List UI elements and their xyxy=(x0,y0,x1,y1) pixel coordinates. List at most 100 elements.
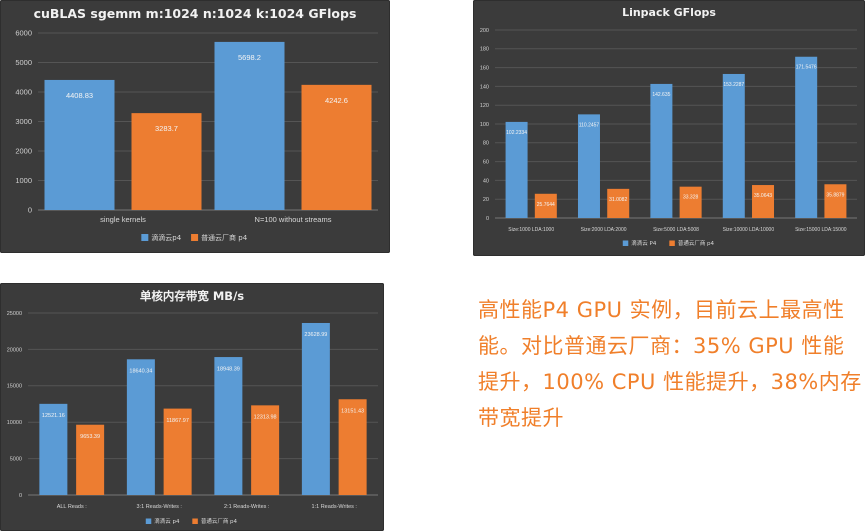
x-tick-label: Size:5000 LDA:5008 xyxy=(653,227,699,233)
data-label: 35.0643 xyxy=(754,193,772,199)
legend-label: 普通云厂商 p4 xyxy=(201,517,238,525)
chart-title: 单核内存带宽 MB/s xyxy=(140,289,244,303)
legend-swatch xyxy=(192,518,198,524)
data-label: 35.8879 xyxy=(826,192,844,198)
legend-label: 普通云厂商 p4 xyxy=(201,233,248,242)
y-tick-label: 0 xyxy=(28,206,32,215)
bar xyxy=(752,185,775,218)
y-tick-label: 25000 xyxy=(7,311,22,317)
data-label: 12521.16 xyxy=(42,413,65,419)
data-label: 23628.99 xyxy=(304,332,327,338)
linpack-chart: Linpack GFlops 0 20 40 60 80 100 120 140 160 180 20… xyxy=(480,6,857,247)
y-tick-label: 6000 xyxy=(15,29,32,38)
legend-swatch xyxy=(141,234,149,241)
data-label: 31.0082 xyxy=(609,197,627,203)
data-label: 25.7644 xyxy=(537,202,555,208)
y-tick-label: 5000 xyxy=(15,58,32,67)
memory-bandwidth-chart: 单核内存带宽 MB/s 0 5000 10000 15000 20000 25000 1252… xyxy=(7,289,378,525)
y-tick-label: 200 xyxy=(480,28,489,34)
y-tick-label: 100 xyxy=(480,122,489,128)
y-tick-label: 140 xyxy=(480,84,489,90)
data-label: 102.2334 xyxy=(506,130,527,136)
x-tick-label: Size:1000 LDA:1000 xyxy=(508,227,554,233)
chart-title: Linpack GFlops xyxy=(622,6,716,19)
data-label: 12313.98 xyxy=(254,415,277,421)
summary-text: 高性能P4 GPU 实例，目前云上最高性能。对比普通云厂商：35% GPU 性能… xyxy=(478,298,862,430)
y-tick-label: 2000 xyxy=(15,147,32,156)
bar xyxy=(214,41,285,210)
bar xyxy=(39,403,68,495)
bar xyxy=(679,186,702,218)
bar xyxy=(338,399,367,495)
y-tick-label: 4000 xyxy=(15,88,32,97)
bar xyxy=(505,121,528,218)
chart-title: cuBLAS sgemm m:1024 n:1024 k:1024 GFlops xyxy=(34,6,357,21)
data-label: 3283.7 xyxy=(155,124,178,133)
legend-label: 滴滴云 p4 xyxy=(154,517,180,525)
data-label: 13151.43 xyxy=(341,408,364,414)
cublas-chart: cuBLAS sgemm m:1024 n:1024 k:1024 GFlops… xyxy=(15,6,378,242)
data-label: 18948.39 xyxy=(217,366,240,372)
bar xyxy=(251,405,280,495)
y-tick-label: 40 xyxy=(483,178,489,184)
y-tick-label: 160 xyxy=(480,66,489,72)
legend-swatch xyxy=(622,240,629,246)
bar xyxy=(534,193,557,218)
data-label: 142.635 xyxy=(652,92,670,98)
y-tick-label: 1000 xyxy=(15,176,32,185)
data-label: 5698.2 xyxy=(238,53,261,62)
data-label: 18640.34 xyxy=(129,368,152,374)
y-tick-label: 20000 xyxy=(7,347,22,353)
data-label: 11867.97 xyxy=(166,418,189,424)
data-label: 4242.6 xyxy=(325,96,348,105)
bar xyxy=(577,114,600,218)
legend-swatch xyxy=(669,240,675,246)
y-tick-label: 3000 xyxy=(15,117,32,126)
data-label: 33.328 xyxy=(683,195,699,201)
x-tick-label: Size:10000 LDA:10000 xyxy=(723,227,775,233)
x-tick-label: single kernels xyxy=(100,215,146,224)
y-tick-label: 120 xyxy=(480,103,489,109)
bar xyxy=(126,359,155,495)
data-label: 9653.39 xyxy=(80,434,100,440)
x-tick-label: N=100 without streams xyxy=(255,215,332,224)
bar xyxy=(301,322,330,495)
x-tick-label: ALL Reads : xyxy=(57,504,88,510)
y-tick-label: 60 xyxy=(483,160,489,166)
bar xyxy=(650,83,673,219)
x-tick-label: 1:1 Reads-Writes : xyxy=(312,504,358,510)
y-tick-label: 20 xyxy=(483,197,489,203)
data-label: 110.2457 xyxy=(579,122,600,128)
bar xyxy=(795,56,818,218)
data-label: 153.2287 xyxy=(723,82,744,88)
chart-panel-linpack: Linpack GFlops 0 20 40 60 80 100 120 140 160 180 20… xyxy=(473,0,865,256)
legend-label: 普通云厂商 p4 xyxy=(678,239,715,247)
data-label: 171.5476 xyxy=(796,65,817,71)
chart-panel-cublas: cuBLAS sgemm m:1024 n:1024 k:1024 GFlops… xyxy=(0,0,390,253)
legend-label: 滴滴云p4 xyxy=(151,233,181,242)
legend-label: 滴滴云 P4 xyxy=(631,239,657,247)
bar xyxy=(301,84,372,210)
y-tick-label: 0 xyxy=(486,216,489,222)
bar xyxy=(824,184,847,218)
x-tick-label: 3:1 Reads-Writes : xyxy=(137,504,183,510)
y-tick-label: 0 xyxy=(19,493,22,499)
y-tick-label: 80 xyxy=(483,141,489,147)
y-tick-label: 180 xyxy=(480,47,489,53)
y-tick-label: 15000 xyxy=(7,384,22,390)
bar xyxy=(214,357,243,495)
bar xyxy=(607,188,630,218)
bar xyxy=(131,113,202,210)
y-tick-label: 10000 xyxy=(7,420,22,426)
data-label: 4408.83 xyxy=(66,91,93,100)
bar xyxy=(44,79,115,210)
bar xyxy=(722,73,745,218)
x-tick-label: Size:2000 LDA:2000 xyxy=(581,227,627,233)
bar xyxy=(163,408,192,495)
x-tick-label: 2:1 Reads-Writes : xyxy=(224,504,270,510)
legend-swatch xyxy=(191,234,199,241)
x-tick-label: Size:15000 LDA:15000 xyxy=(795,227,847,233)
chart-panel-memory-bandwidth: 单核内存带宽 MB/s 0 5000 10000 15000 20000 25000 1252… xyxy=(0,283,384,531)
legend-swatch xyxy=(145,518,152,524)
bar xyxy=(76,424,105,495)
